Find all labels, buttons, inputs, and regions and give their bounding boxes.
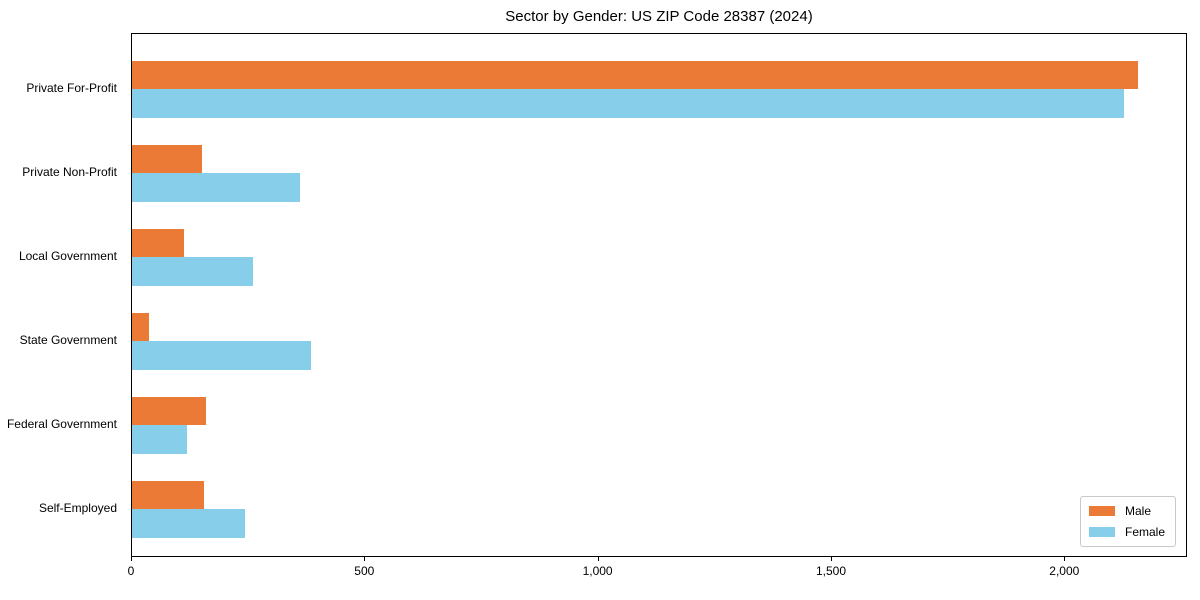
x-tick-mark-4 (1064, 557, 1066, 561)
bar-male-0 (132, 60, 1138, 89)
bar-male-3 (132, 312, 149, 341)
y-axis-labels: Private For-Profit Private Non-Profit Loca… (0, 33, 124, 557)
y-axis-label-4: Federal Government (6, 417, 117, 431)
bar-female-0 (132, 89, 1124, 118)
bar-female-1 (132, 173, 300, 202)
x-tick-mark-0 (131, 557, 132, 561)
bar-female-2 (132, 257, 254, 286)
x-tick-label-2: 1,000 (582, 564, 613, 578)
x-tick-mark-1 (364, 557, 366, 561)
x-tick-label-3: 1,500 (815, 564, 847, 578)
legend-label-female: Female (1124, 525, 1165, 539)
plot-area: Male Female (131, 33, 1187, 557)
legend-swatch-female (1088, 527, 1115, 537)
y-axis-label-2: Local Government (18, 249, 117, 263)
bar-female-4 (132, 425, 187, 454)
legend: Male Female (1079, 496, 1176, 547)
x-tick-mark-2 (597, 557, 599, 561)
bar-male-4 (132, 396, 207, 425)
bar-male-2 (132, 228, 184, 257)
legend-item-male: Male (1088, 504, 1165, 518)
y-axis-label-1: Private Non-Profit (22, 165, 117, 179)
x-tick-label-0: 0 (127, 564, 135, 578)
chart-title: Sector by Gender: US ZIP Code 28387 (202… (505, 8, 813, 25)
x-tick-label-4: 2,000 (1049, 564, 1080, 578)
x-tick-label-1: 500 (354, 564, 375, 578)
bar-male-5 (132, 480, 205, 509)
bar-female-5 (132, 509, 245, 538)
legend-item-female: Female (1088, 525, 1165, 539)
y-axis-label-0: Private For-Profit (26, 81, 117, 95)
y-axis-label-3: State Government (19, 333, 117, 347)
x-tick-mark-3 (831, 557, 832, 561)
y-axis-label-5: Self-Employed (38, 501, 117, 515)
x-axis: 0 500 1,000 1,500 2,000 (127, 557, 1187, 587)
legend-swatch-male (1088, 506, 1115, 516)
bar-female-3 (132, 341, 312, 370)
legend-label-male: Male (1124, 504, 1151, 518)
bar-male-1 (132, 144, 202, 173)
